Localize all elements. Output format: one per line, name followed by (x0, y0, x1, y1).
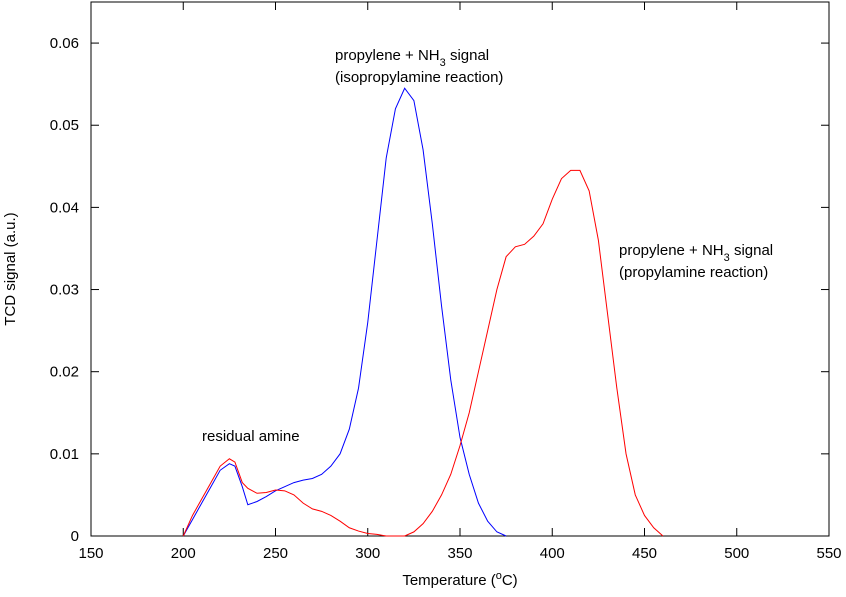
x-tick-label: 550 (816, 545, 841, 562)
y-tick-label: 0.03 (50, 282, 79, 299)
y-tick-label: 0.06 (50, 35, 79, 52)
x-axis-label-part: Temperature ( (402, 572, 495, 589)
annotation-part: signal (446, 47, 489, 64)
y-axis-label: TCD signal (a.u.) (2, 212, 19, 325)
x-tick-label: 150 (78, 545, 103, 562)
y-tick-label: 0.01 (50, 446, 79, 463)
y-tick-label: 0.02 (50, 364, 79, 381)
annotation: residual amine (202, 428, 300, 445)
annotation: (propylamine reaction) (619, 264, 768, 281)
data-line (182, 87, 507, 537)
x-tick-label: 200 (171, 545, 196, 562)
annotation-part: 3 (440, 57, 446, 69)
annotation-part: residual amine (202, 428, 300, 445)
x-tick-label: 350 (447, 545, 472, 562)
x-tick-label: 400 (540, 545, 565, 562)
x-tick-label: 300 (355, 545, 380, 562)
y-tick-label: 0 (71, 528, 79, 545)
x-tick-label: 500 (724, 545, 749, 562)
y-tick-label: 0.04 (50, 199, 79, 216)
annotation-part: propylene + NH (619, 242, 724, 259)
x-tick-label: 250 (263, 545, 288, 562)
data-line (182, 169, 664, 537)
x-axis-label: Temperature (oC) (402, 570, 517, 589)
annotation: propylene + NH3 signal (619, 242, 773, 264)
x-axis-label-part: o (496, 570, 502, 582)
x-tick-label: 450 (632, 545, 657, 562)
annotation: propylene + NH3 signal (335, 47, 489, 69)
annotation: (isopropylamine reaction) (335, 69, 503, 86)
y-tick-label: 0.05 (50, 117, 79, 134)
annotation-part: (isopropylamine reaction) (335, 69, 503, 86)
annotation-part: 3 (724, 252, 730, 264)
annotation-part: signal (730, 242, 773, 259)
annotation-part: propylene + NH (335, 47, 440, 64)
annotation-part: (propylamine reaction) (619, 264, 768, 281)
x-axis-label-part: C) (502, 572, 518, 589)
